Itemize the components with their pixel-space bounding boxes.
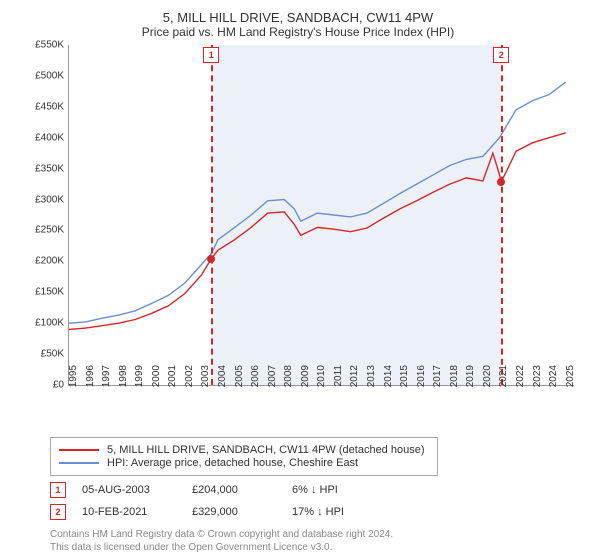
y-axis-tick: £450K	[20, 101, 64, 112]
x-axis-tick: 2025	[565, 365, 599, 405]
y-axis-tick: £500K	[20, 70, 64, 81]
page-title: 5, MILL HILL DRIVE, SANDBACH, CW11 4PW	[10, 10, 586, 25]
sale-dot	[207, 255, 215, 263]
sale-row: 1 05-AUG-2003£204,0006% ↓ HPI	[50, 482, 586, 498]
sale-marker: 2	[493, 47, 509, 63]
chart: £0 £50K £100K £150K £200K £250K £300K £350K £400…	[20, 45, 580, 425]
sale-vline	[211, 45, 213, 385]
sale-price: £329,000	[192, 506, 292, 518]
legend: 5, MILL HILL DRIVE, SANDBACH, CW11 4PW (…	[50, 437, 438, 476]
sale-price: £204,000	[192, 484, 292, 496]
plot-area: 12	[68, 45, 574, 386]
y-axis-tick: £250K	[20, 225, 64, 236]
series-price-paid	[69, 133, 566, 330]
attribution-line: This data is licensed under the Open Gov…	[50, 541, 586, 554]
sale-vline	[501, 45, 503, 385]
legend-label: 5, MILL HILL DRIVE, SANDBACH, CW11 4PW (…	[107, 444, 425, 456]
series-hpi	[69, 82, 566, 323]
y-axis-tick: £150K	[20, 287, 64, 298]
legend-swatch	[59, 449, 99, 451]
y-axis-tick: £400K	[20, 132, 64, 143]
sale-date: 10-FEB-2021	[82, 506, 192, 518]
sale-row: 2 10-FEB-2021£329,00017% ↓ HPI	[50, 504, 586, 520]
sale-hpi-delta: 17% ↓ HPI	[292, 506, 412, 518]
y-axis-tick: £0	[20, 380, 64, 391]
sale-hpi-delta: 6% ↓ HPI	[292, 484, 412, 496]
attribution-line: Contains HM Land Registry data © Crown c…	[50, 528, 586, 541]
legend-label: HPI: Average price, detached house, Ches…	[107, 457, 358, 469]
sale-marker-icon: 1	[50, 482, 66, 498]
page-subtitle: Price paid vs. HM Land Registry's House …	[10, 25, 586, 39]
sale-dot	[497, 178, 505, 186]
legend-item: 5, MILL HILL DRIVE, SANDBACH, CW11 4PW (…	[59, 444, 429, 456]
legend-swatch	[59, 462, 99, 464]
sale-marker: 1	[203, 47, 219, 63]
y-axis-tick: £300K	[20, 194, 64, 205]
y-axis-tick: £550K	[20, 40, 64, 51]
legend-item: HPI: Average price, detached house, Ches…	[59, 457, 429, 469]
y-axis-tick: £50K	[20, 349, 64, 360]
y-axis-tick: £200K	[20, 256, 64, 267]
sale-date: 05-AUG-2003	[82, 484, 192, 496]
sale-marker-icon: 2	[50, 504, 66, 520]
y-axis-tick: £100K	[20, 318, 64, 329]
attribution: Contains HM Land Registry data © Crown c…	[50, 528, 586, 554]
y-axis-tick: £350K	[20, 163, 64, 174]
line-series	[69, 45, 574, 385]
